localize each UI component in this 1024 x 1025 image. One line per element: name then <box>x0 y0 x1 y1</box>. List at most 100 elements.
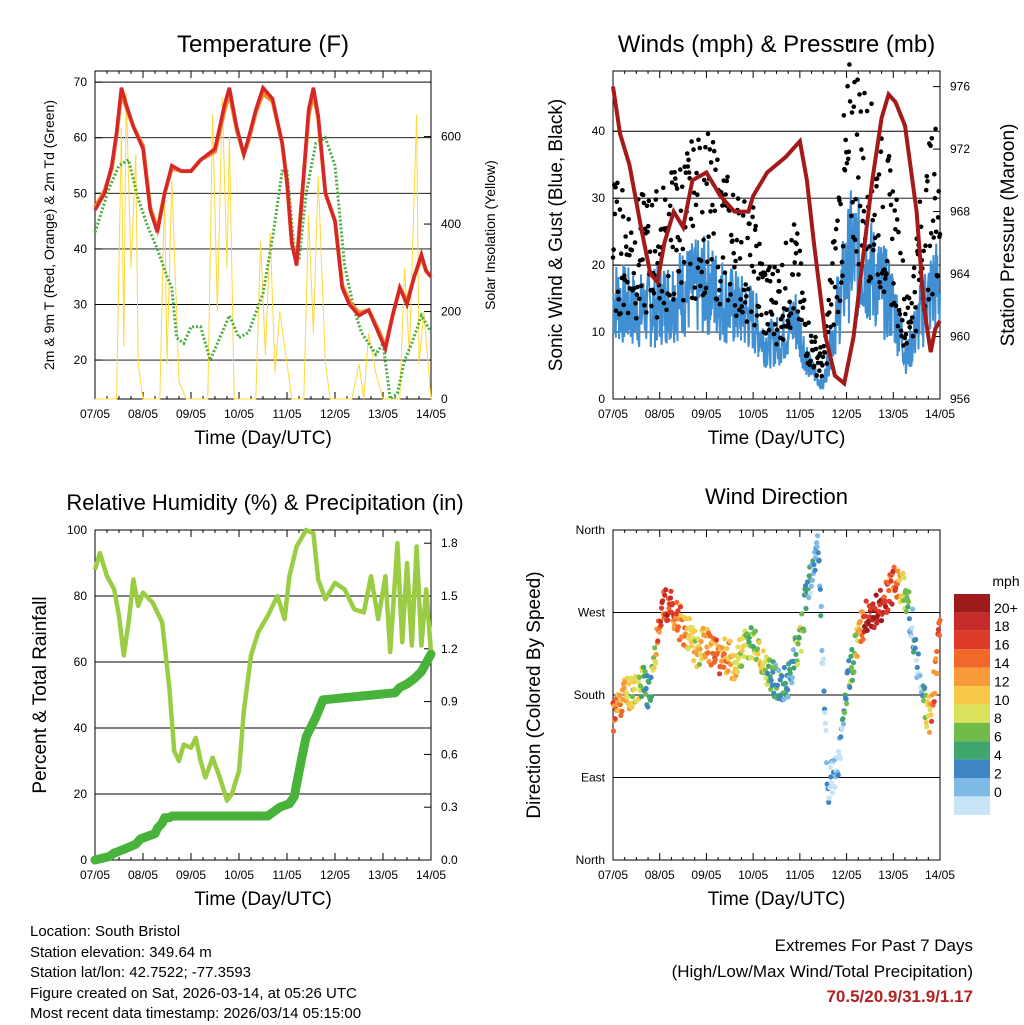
gust-point <box>722 270 728 276</box>
gust-point <box>834 294 840 300</box>
gust-point <box>684 151 690 156</box>
gust-point <box>674 186 680 191</box>
rh_precip-ytick-label: 40 <box>74 721 88 735</box>
gust-point <box>881 289 887 295</box>
wind-direction-point <box>768 677 774 684</box>
wind-direction-point <box>785 687 791 693</box>
gust-point <box>700 210 705 215</box>
gust-point <box>901 343 906 348</box>
wind-direction-point <box>756 639 762 646</box>
wind-direction-point <box>637 683 644 689</box>
wind-direction-point <box>901 575 907 581</box>
wind-direction-point <box>827 784 833 791</box>
gust-point <box>791 222 797 227</box>
temperature-ytick-label: 40 <box>74 242 88 256</box>
gust-point <box>913 328 919 334</box>
wind-direction-point <box>785 694 791 700</box>
gust-point <box>849 110 855 115</box>
wind-direction-point <box>929 718 935 724</box>
wind-direction-point <box>748 625 754 631</box>
winds_pressure-xtick-label: 07/05 <box>598 407 628 421</box>
gust-point <box>708 209 713 214</box>
gust-point <box>720 255 726 260</box>
gust-point <box>839 280 844 285</box>
gust-point <box>711 231 716 236</box>
wind-direction-point <box>850 660 857 666</box>
wind-direction-point <box>818 613 824 619</box>
gust-point <box>910 333 916 339</box>
gust-point <box>855 77 860 82</box>
gust-point <box>789 237 794 243</box>
gust-point <box>871 242 877 247</box>
gust-point <box>883 276 888 281</box>
wind-direction-point <box>789 675 795 681</box>
gust-point <box>759 312 764 318</box>
wind-direction-point <box>801 628 807 634</box>
wind-direction-point <box>734 669 741 675</box>
wind-direction-point <box>835 772 841 778</box>
gust-point <box>908 320 914 325</box>
gust-point <box>811 363 817 369</box>
gust-point <box>788 311 794 316</box>
wind-direction-point <box>713 637 720 643</box>
wdir-legend-label: 8 <box>994 710 1002 726</box>
gust-point <box>698 258 704 264</box>
gust-point <box>715 264 721 270</box>
gust-point <box>745 235 750 241</box>
wind-direction-point <box>668 588 674 594</box>
wind_direction-xlabel: Time (Day/UTC) <box>708 889 846 910</box>
gust-point <box>711 148 717 154</box>
wind-direction-point <box>812 555 819 561</box>
temperature-y2tick-label: 600 <box>441 130 461 144</box>
gust-point <box>884 271 889 277</box>
wind-direction-point <box>787 670 793 676</box>
gust-point <box>725 297 731 303</box>
wind-direction-point <box>796 635 802 641</box>
wind-direction-point <box>822 720 829 726</box>
wind-direction-point <box>815 550 821 556</box>
rh_precip-xtick-label: 10/05 <box>224 868 254 882</box>
wind-direction-point <box>739 663 745 669</box>
gust-point <box>874 176 880 181</box>
wind_direction-xtick-label: 10/05 <box>738 868 768 882</box>
wind-direction-point <box>849 677 856 683</box>
gust-point <box>701 237 706 243</box>
gust-point <box>773 300 779 306</box>
pressure-line <box>611 86 942 388</box>
latest-data-timestamp: Most recent data timestamp: 2026/03/14 0… <box>30 1005 362 1023</box>
gust-point <box>649 202 655 208</box>
gust-point <box>671 291 677 297</box>
temperature-xtick-label: 10/05 <box>224 407 254 421</box>
wind-direction-point <box>829 790 836 796</box>
gust-point <box>766 327 772 333</box>
gust-point <box>796 272 801 277</box>
gust-point <box>623 244 629 249</box>
gust-point <box>933 229 939 235</box>
wind-direction-point <box>714 650 721 656</box>
gust-point <box>727 281 733 287</box>
gust-point <box>615 180 620 186</box>
gust-point <box>615 289 621 295</box>
wind-direction-point <box>675 624 682 630</box>
gust-point <box>620 214 626 219</box>
gust-point <box>867 244 872 249</box>
wind-direction-point <box>692 628 698 634</box>
gust-point <box>882 267 887 272</box>
gust-point <box>671 297 676 302</box>
wind-direction-point <box>848 665 855 671</box>
wind-direction-point <box>905 599 912 605</box>
gust-point <box>926 297 931 302</box>
wind-direction-point <box>823 727 829 734</box>
rh_precip-xtick-label: 11/05 <box>272 868 301 882</box>
gust-point <box>806 320 811 326</box>
wind-direction-point <box>643 685 649 692</box>
wdir-legend-swatch <box>954 759 990 778</box>
wind-direction-point <box>638 693 645 700</box>
gust-point <box>917 199 923 205</box>
wdir-legend-swatch <box>954 649 990 668</box>
gust-point <box>935 273 940 279</box>
wind-direction-point <box>653 651 659 658</box>
wind-direction-point <box>754 646 761 652</box>
wdir-legend-label: 20+ <box>994 600 1018 616</box>
wind-direction-point <box>806 573 812 579</box>
